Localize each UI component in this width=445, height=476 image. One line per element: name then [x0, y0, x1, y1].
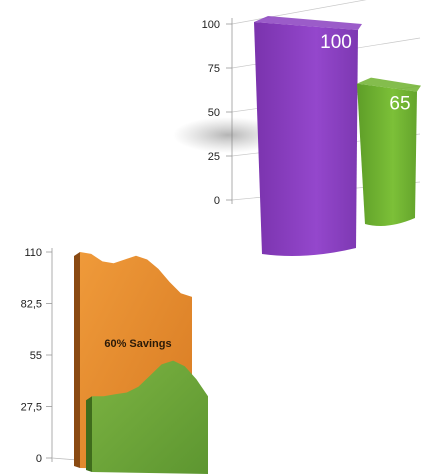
data-label: 100: [320, 32, 352, 53]
chart-3d-bars: 0 25 50 75 100 100 65: [173, 0, 421, 256]
bars: 100 65: [254, 16, 421, 256]
bar-face: [357, 83, 417, 226]
y-tick-label: 75: [208, 63, 220, 75]
y-tick-label: 110: [24, 247, 42, 259]
bar-face: [254, 22, 358, 256]
y-tick-label: 50: [208, 107, 220, 119]
y-tick-label: 82,5: [21, 299, 42, 311]
data-label: 65: [389, 94, 410, 115]
y-tick-label: 25: [208, 151, 220, 163]
y-tick-label: 0: [36, 453, 42, 465]
y-tick-label: 0: [214, 195, 220, 207]
bar-top: [254, 16, 362, 30]
bar: 100: [254, 16, 362, 256]
annotation-label: 60% Savings: [104, 338, 171, 350]
bar-top: [357, 77, 421, 92]
chart-3d-area: 0 27,5 55 82,5 110 60% Savings: [21, 247, 208, 474]
y-tick-label: 100: [202, 19, 220, 31]
area-face: [92, 360, 208, 474]
area-series: 60% Savings: [74, 252, 208, 474]
y-tick-label: 27,5: [21, 402, 42, 414]
y-axis: 0 25 50 75 100: [202, 18, 233, 207]
area-side: [74, 252, 80, 468]
y-tick-label: 55: [30, 350, 42, 362]
area-side: [86, 396, 92, 472]
bar: 65: [357, 77, 421, 226]
area-series: [86, 360, 208, 474]
bar-shadow: [173, 117, 283, 153]
